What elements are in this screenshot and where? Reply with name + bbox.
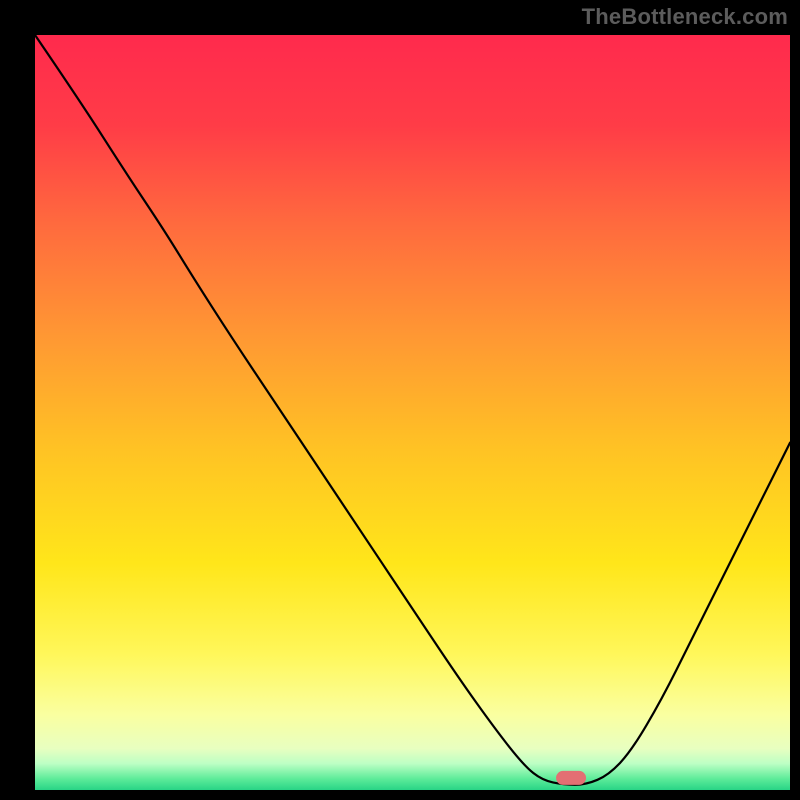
bottleneck-chart [0, 0, 800, 800]
optimal-marker [556, 771, 586, 785]
chart-container: TheBottleneck.com [0, 0, 800, 800]
plot-area [35, 35, 790, 790]
watermark-text: TheBottleneck.com [582, 4, 788, 30]
